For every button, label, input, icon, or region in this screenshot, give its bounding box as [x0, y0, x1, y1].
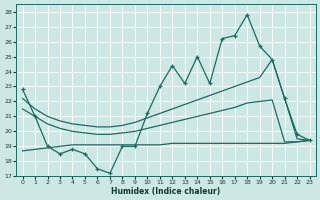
X-axis label: Humidex (Indice chaleur): Humidex (Indice chaleur) [111, 187, 221, 196]
